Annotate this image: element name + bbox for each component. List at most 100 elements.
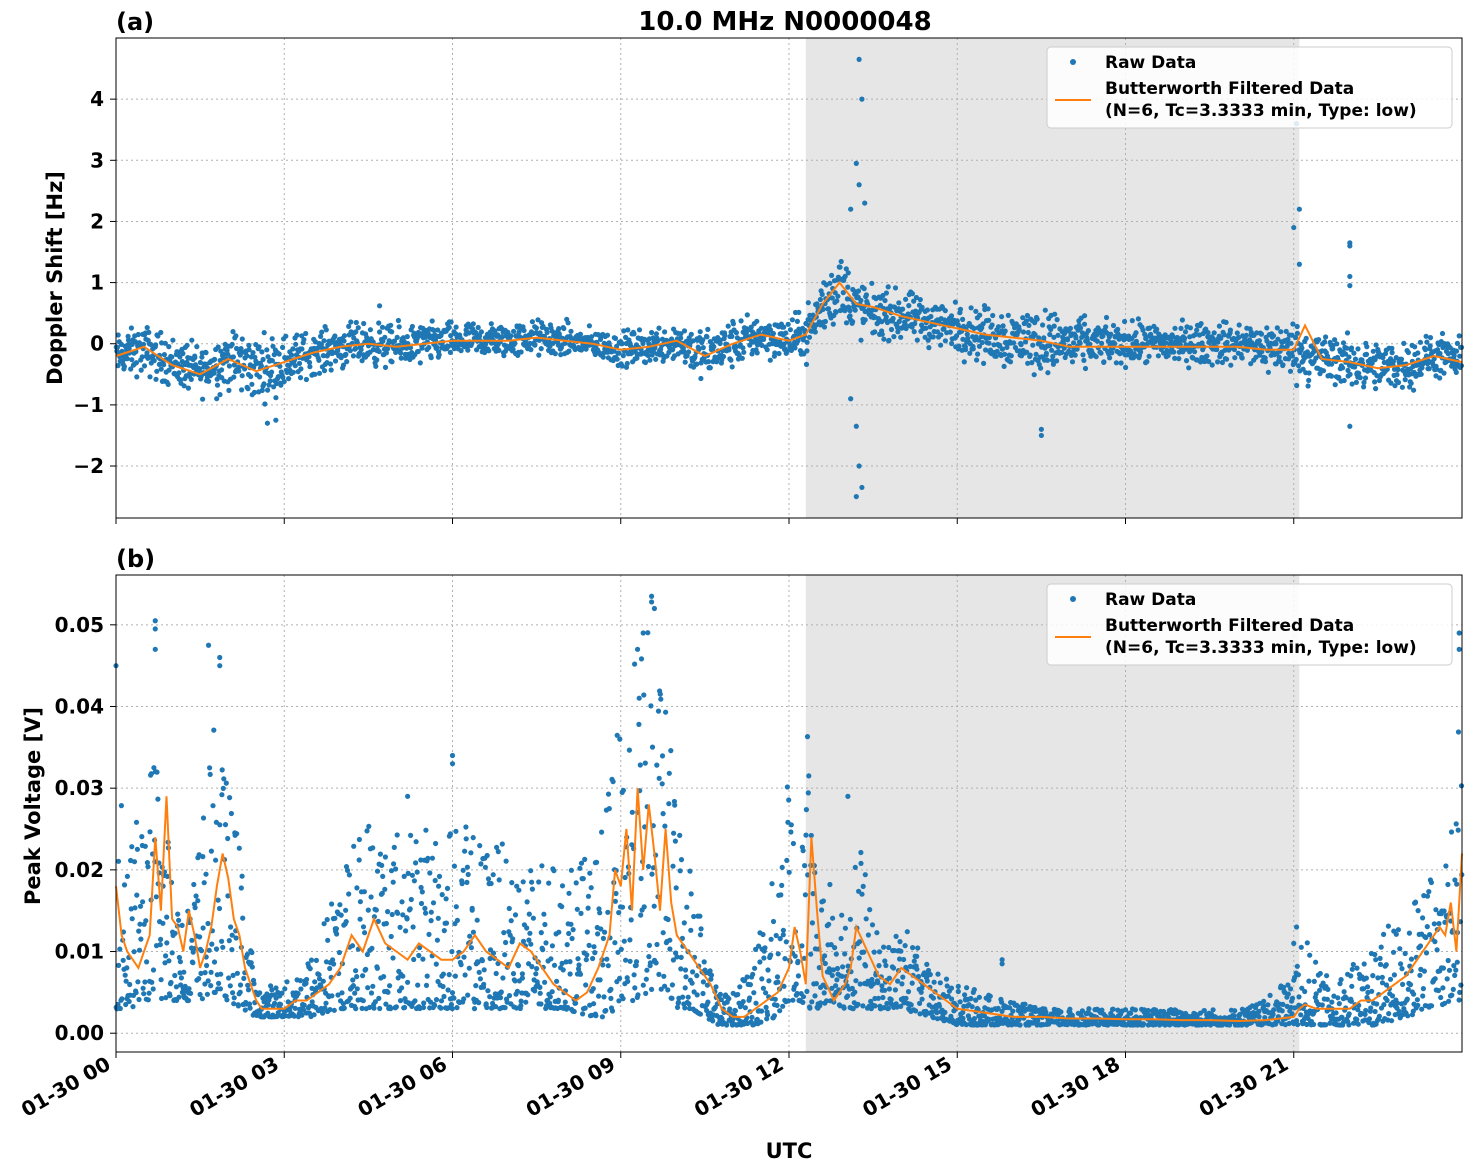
raw-data-point [1199, 354, 1205, 361]
raw-data-point [382, 854, 388, 860]
raw-data-point [605, 909, 611, 915]
raw-data-point [259, 387, 265, 393]
raw-data-point [207, 765, 213, 771]
raw-data-point [814, 301, 820, 307]
raw-data-point [629, 809, 635, 815]
raw-data-outlier [862, 200, 868, 206]
raw-data-point [246, 1001, 253, 1007]
raw-data-point [1029, 360, 1035, 366]
raw-data-point [248, 373, 254, 380]
raw-data-outlier [376, 303, 383, 309]
raw-data-point [630, 997, 636, 1004]
raw-data-point [1024, 349, 1030, 355]
raw-data-point [928, 313, 934, 320]
raw-data-point [354, 986, 360, 992]
raw-data-point [1077, 325, 1084, 331]
raw-data-point [199, 996, 205, 1002]
raw-data-point [357, 899, 363, 905]
raw-data-point [126, 998, 132, 1005]
raw-data-point [640, 982, 646, 988]
raw-data-point [600, 935, 607, 942]
raw-data-point [760, 931, 766, 938]
raw-data-point [400, 912, 406, 918]
raw-data-point [337, 902, 343, 908]
raw-data-point [909, 980, 915, 986]
raw-data-point [1172, 355, 1178, 361]
raw-data-point [330, 957, 336, 963]
raw-data-point [115, 363, 121, 369]
raw-data-point [806, 334, 813, 340]
raw-data-point [663, 709, 669, 715]
raw-data-point [908, 1002, 914, 1008]
raw-data-point [128, 857, 134, 864]
raw-data-point [1071, 340, 1077, 346]
raw-data-point [249, 964, 255, 970]
raw-data-point [436, 352, 442, 358]
raw-data-point [803, 807, 810, 813]
raw-data-point [520, 879, 526, 885]
raw-data-point [453, 828, 459, 834]
raw-data-point [374, 965, 380, 971]
raw-data-point [343, 919, 349, 925]
raw-data-point [246, 342, 252, 348]
raw-data-point [242, 1007, 248, 1013]
y-tick-label: 2 [90, 209, 104, 233]
raw-data-point [999, 346, 1006, 352]
raw-data-point [226, 363, 232, 369]
raw-data-point [249, 381, 255, 387]
legend-raw-label: Raw Data [1105, 53, 1196, 73]
raw-data-point [806, 773, 812, 779]
raw-data-point [364, 334, 370, 340]
raw-data-point [701, 959, 707, 965]
raw-data-point [949, 340, 955, 347]
raw-data-point [231, 1001, 237, 1007]
raw-data-point [525, 992, 531, 998]
raw-data-point [145, 997, 151, 1003]
raw-data-point [986, 317, 992, 323]
raw-data-point [377, 329, 383, 335]
raw-data-point [368, 990, 375, 996]
raw-data-point [239, 387, 245, 393]
raw-data-point [700, 345, 706, 351]
raw-data-point [867, 907, 873, 913]
raw-data-point [845, 993, 851, 999]
raw-data-point [735, 991, 741, 998]
raw-data-point [190, 949, 196, 955]
raw-data-point [648, 703, 654, 709]
raw-data-point [461, 996, 467, 1002]
raw-data-point [346, 891, 352, 897]
raw-data-point [493, 970, 499, 977]
raw-data-point [379, 862, 385, 869]
raw-data-point [967, 350, 973, 356]
raw-data-point [852, 864, 858, 871]
raw-data-point [1087, 341, 1093, 347]
raw-data-point [1279, 1008, 1285, 1014]
raw-data-point [390, 955, 396, 961]
raw-data-point [258, 363, 264, 369]
raw-data-point [538, 1001, 544, 1007]
raw-data-point [435, 915, 441, 921]
raw-data-point [394, 832, 400, 838]
raw-data-point [729, 333, 735, 339]
raw-data-point [530, 915, 537, 921]
raw-data-point [872, 1003, 878, 1009]
raw-data-point [459, 881, 465, 887]
raw-data-point [559, 960, 565, 967]
raw-data-point [1093, 354, 1099, 360]
raw-data-point [234, 345, 240, 352]
raw-data-point [905, 989, 912, 995]
raw-data-point [451, 863, 457, 869]
raw-data-point [598, 926, 604, 932]
raw-data-point [863, 292, 870, 298]
raw-data-point [485, 876, 492, 882]
raw-data-point [1289, 353, 1295, 359]
raw-data-point [787, 327, 794, 333]
raw-data-point [786, 797, 792, 803]
raw-data-point [539, 863, 545, 869]
raw-data-point [508, 918, 514, 924]
raw-data-point [203, 350, 209, 356]
raw-data-point [1380, 355, 1386, 361]
raw-data-point [1109, 350, 1115, 356]
raw-data-point [306, 359, 313, 366]
